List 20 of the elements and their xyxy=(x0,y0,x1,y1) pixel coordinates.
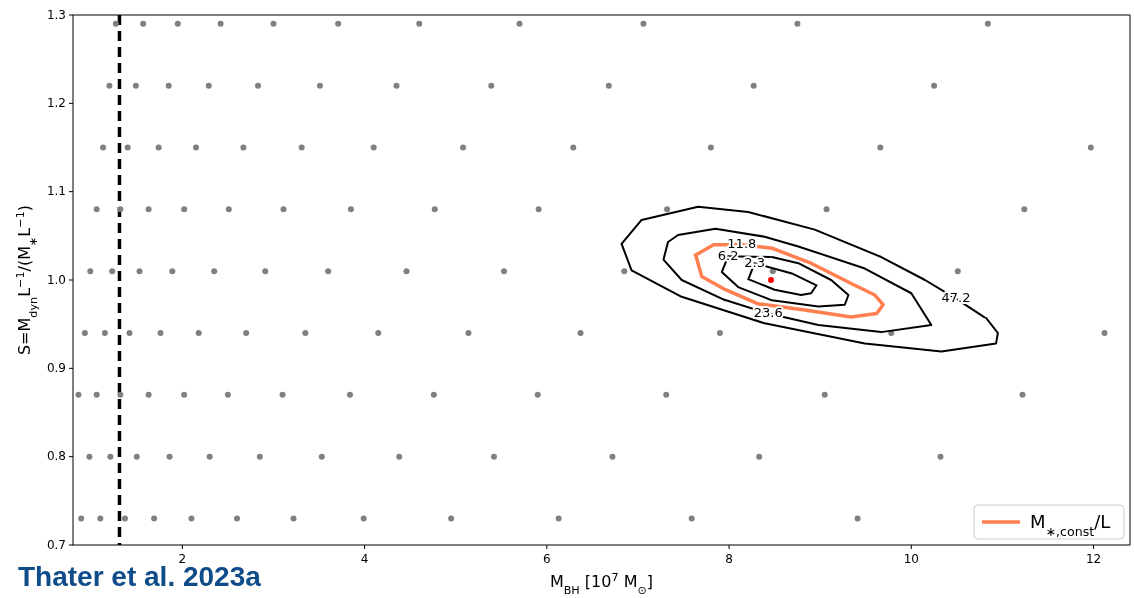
x-tick-label: 12 xyxy=(1085,552,1102,566)
y-tick-label: 1.1 xyxy=(46,184,66,199)
x-tick-label: 10 xyxy=(903,552,919,566)
annotation: 11.8 xyxy=(727,236,757,252)
legend-box: M$_{∗,const}$/L xyxy=(973,504,1125,540)
y-tick-label: 1.2 xyxy=(46,95,66,110)
annotation: 2.3 xyxy=(744,254,765,270)
y-tick-label: 1.3 xyxy=(46,7,66,22)
x-tick-label: 6 xyxy=(543,552,551,566)
y-tick-label: 0.8 xyxy=(46,449,66,464)
x-tick-label: 4 xyxy=(360,552,369,566)
y-tick-label: 1.0 xyxy=(46,272,66,287)
y-tick-label: 0.7 xyxy=(46,537,66,552)
x-tick-label: 2 xyxy=(178,552,187,566)
x-axis-title: M$_{BH}$ [10$^{7}$ M$_{⊙}$] xyxy=(549,570,654,597)
x-tick-label: 8 xyxy=(725,552,733,566)
line-series xyxy=(662,227,933,334)
legend-label: M$_{∗,const}$/L xyxy=(1030,511,1111,539)
y-tick-label: 0.9 xyxy=(46,360,66,375)
line-series xyxy=(620,205,999,353)
